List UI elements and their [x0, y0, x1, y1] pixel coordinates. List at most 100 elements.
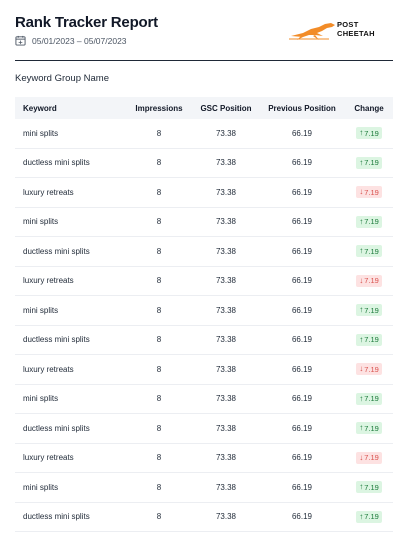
cheetah-icon	[289, 23, 335, 40]
arrow-up-icon: ↑	[359, 157, 364, 167]
header-impressions: Impressions	[135, 103, 183, 113]
keyword-table: Keyword Impressions GSC Position Previou…	[15, 97, 393, 532]
change-badge: ↓ 7.19	[356, 186, 382, 199]
change-cell: ↑ 7.19	[345, 215, 393, 228]
change-badge: ↑ 7.19	[356, 481, 382, 494]
keyword-cell: ductless mini splits	[23, 512, 90, 522]
keyword-cell: ductless mini splits	[23, 158, 90, 168]
change-badge: ↓ 7.19	[356, 451, 382, 464]
arrow-up-icon: ↑	[359, 482, 364, 492]
arrow-up-icon: ↑	[359, 511, 364, 521]
previous-position-cell: 66.19	[291, 246, 313, 256]
arrow-up-icon: ↑	[359, 305, 364, 315]
change-badge: ↑ 7.19	[356, 333, 382, 346]
change-badge: ↑ 7.19	[356, 304, 382, 317]
arrow-down-icon: ↓	[359, 364, 364, 374]
change-value: 7.19	[364, 217, 379, 227]
table-row: mini splits 8 73.38 66.19 ↑ 7.19	[15, 296, 393, 326]
keyword-cell: mini splits	[23, 128, 59, 138]
change-cell: ↑ 7.19	[345, 304, 393, 317]
change-value: 7.19	[364, 276, 379, 286]
keyword-cell: ductless mini splits	[23, 423, 90, 433]
keyword-cell: luxury retreats	[23, 276, 74, 286]
arrow-up-icon: ↑	[359, 423, 364, 433]
impressions-cell: 8	[156, 276, 162, 286]
gsc-position-cell: 73.38	[215, 453, 237, 463]
change-cell: ↓ 7.19	[345, 451, 393, 464]
change-value: 7.19	[364, 246, 379, 256]
gsc-position-cell: 73.38	[215, 187, 237, 197]
impressions-cell: 8	[156, 394, 162, 404]
table-row: mini splits 8 73.38 66.19 ↑ 7.19	[15, 119, 393, 149]
table-row: luxury retreats 8 73.38 66.19 ↓ 7.19	[15, 178, 393, 208]
gsc-position-cell: 73.38	[215, 335, 237, 345]
change-value: 7.19	[364, 423, 379, 433]
previous-position-cell: 66.19	[291, 512, 313, 522]
previous-position-cell: 66.19	[291, 217, 313, 227]
page-title: Rank Tracker Report	[15, 14, 158, 31]
previous-position-cell: 66.19	[291, 158, 313, 168]
impressions-cell: 8	[156, 128, 162, 138]
keyword-cell: ductless mini splits	[23, 246, 90, 256]
arrow-down-icon: ↓	[359, 187, 364, 197]
change-cell: ↑ 7.19	[345, 156, 393, 169]
table-row: mini splits 8 73.38 66.19 ↑ 7.19	[15, 208, 393, 237]
keyword-cell: luxury retreats	[23, 453, 74, 463]
change-value: 7.19	[364, 187, 379, 197]
logo-line1: POST	[337, 20, 359, 29]
impressions-cell: 8	[156, 305, 162, 315]
header-gsc-position: GSC Position	[200, 103, 252, 113]
keyword-cell: luxury retreats	[23, 187, 74, 197]
change-value: 7.19	[364, 364, 379, 374]
change-cell: ↑ 7.19	[345, 245, 393, 258]
change-value: 7.19	[364, 453, 379, 463]
change-badge: ↑ 7.19	[356, 127, 382, 140]
change-value: 7.19	[364, 128, 379, 138]
arrow-up-icon: ↑	[359, 393, 364, 403]
impressions-cell: 8	[156, 158, 162, 168]
change-cell: ↑ 7.19	[345, 333, 393, 346]
table-row: ductless mini splits 8 73.38 66.19 ↑ 7.19	[15, 237, 393, 267]
keyword-cell: luxury retreats	[23, 364, 74, 374]
previous-position-cell: 66.19	[291, 305, 313, 315]
gsc-position-cell: 73.38	[215, 128, 237, 138]
change-cell: ↑ 7.19	[345, 481, 393, 494]
change-value: 7.19	[364, 512, 379, 522]
keyword-cell: mini splits	[23, 482, 59, 492]
change-cell: ↑ 7.19	[345, 422, 393, 435]
change-cell: ↑ 7.19	[345, 127, 393, 140]
previous-position-cell: 66.19	[291, 335, 313, 345]
table-row: ductless mini splits 8 73.38 66.19 ↑ 7.19	[15, 503, 393, 532]
change-cell: ↓ 7.19	[345, 274, 393, 287]
impressions-cell: 8	[156, 453, 162, 463]
table-row: mini splits 8 73.38 66.19 ↑ 7.19	[15, 385, 393, 414]
change-value: 7.19	[364, 394, 379, 404]
report-header: Rank Tracker Report 05/01/2023 – 05/07/2…	[15, 14, 395, 62]
impressions-cell: 8	[156, 423, 162, 433]
arrow-up-icon: ↑	[359, 216, 364, 226]
keyword-group-name: Keyword Group Name	[15, 73, 109, 84]
table-row: ductless mini splits 8 73.38 66.19 ↑ 7.19	[15, 326, 393, 355]
change-cell: ↑ 7.19	[345, 392, 393, 405]
table-row: ductless mini splits 8 73.38 66.19 ↑ 7.19	[15, 414, 393, 444]
previous-position-cell: 66.19	[291, 187, 313, 197]
change-cell: ↑ 7.19	[345, 510, 393, 523]
change-badge: ↑ 7.19	[356, 215, 382, 228]
gsc-position-cell: 73.38	[215, 246, 237, 256]
change-badge: ↑ 7.19	[356, 392, 382, 405]
table-row: ductless mini splits 8 73.38 66.19 ↑ 7.19	[15, 149, 393, 178]
change-badge: ↑ 7.19	[356, 510, 382, 523]
header-divider	[15, 60, 393, 61]
table-header: Keyword Impressions GSC Position Previou…	[15, 97, 393, 119]
gsc-position-cell: 73.38	[215, 512, 237, 522]
impressions-cell: 8	[156, 364, 162, 374]
keyword-cell: mini splits	[23, 305, 59, 315]
change-cell: ↓ 7.19	[345, 363, 393, 376]
table-body: mini splits 8 73.38 66.19 ↑ 7.19 ductless mini…	[15, 119, 393, 532]
change-value: 7.19	[364, 335, 379, 345]
impressions-cell: 8	[156, 512, 162, 522]
logo-line2: CHEETAH	[337, 28, 375, 38]
change-value: 7.19	[364, 305, 379, 315]
previous-position-cell: 66.19	[291, 128, 313, 138]
gsc-position-cell: 73.38	[215, 394, 237, 404]
